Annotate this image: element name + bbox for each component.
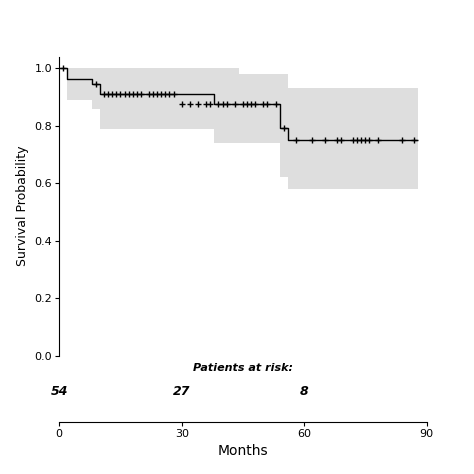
Text: 8: 8 [300,385,309,399]
Y-axis label: Survival Probability: Survival Probability [16,146,29,266]
X-axis label: Months: Months [218,444,268,458]
Text: 27: 27 [173,385,191,399]
Text: Patients at risk:: Patients at risk: [193,364,293,374]
Text: 54: 54 [51,385,68,399]
